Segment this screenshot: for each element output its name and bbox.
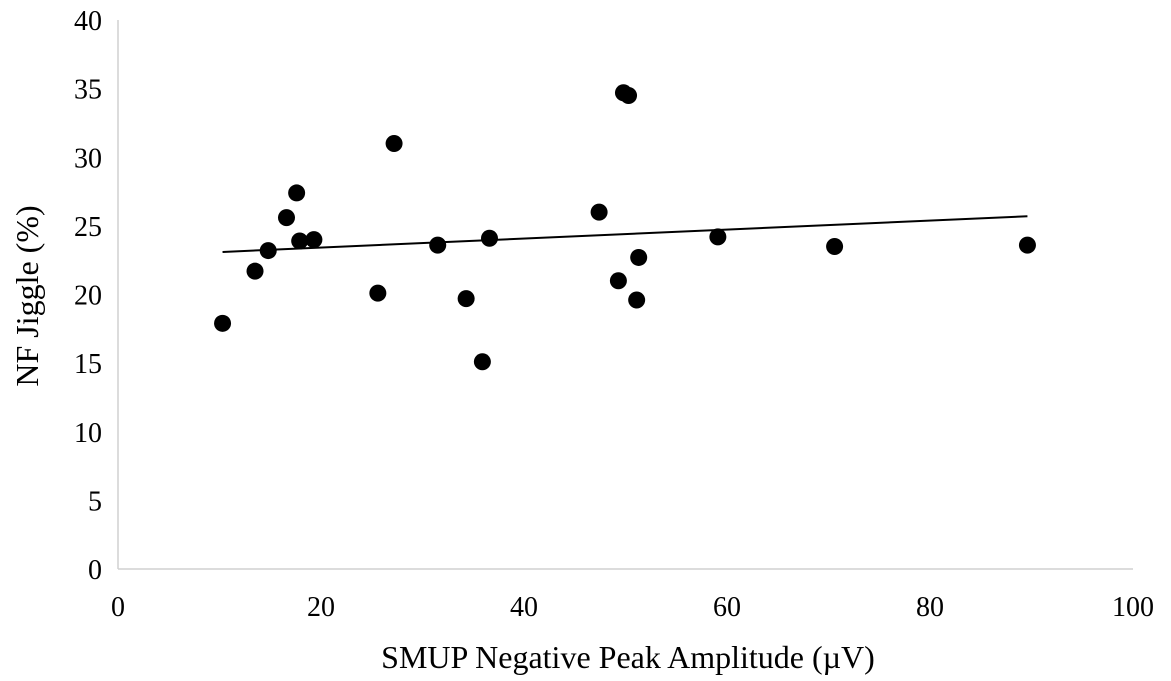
data-point (259, 242, 277, 260)
data-point (214, 314, 232, 332)
x-tick-label: 20 (307, 592, 335, 623)
x-tick-label: 100 (1112, 592, 1154, 623)
data-point (385, 135, 403, 153)
data-point (620, 86, 638, 104)
y-tick-label: 0 (88, 555, 102, 586)
data-point (457, 290, 475, 308)
data-point (246, 262, 264, 280)
y-axis: 0 5 10 15 20 25 30 35 40 (74, 6, 119, 586)
points-layer (214, 84, 1036, 371)
y-tick-label: 10 (74, 418, 102, 449)
data-point (288, 184, 306, 202)
data-point (305, 231, 323, 249)
data-point (473, 353, 491, 371)
data-point (369, 284, 387, 302)
y-tick-label: 35 (74, 75, 102, 106)
x-tick-label: 80 (916, 592, 944, 623)
y-tick-label: 40 (74, 6, 102, 37)
y-tick-label: 30 (74, 143, 102, 174)
x-tick-label: 60 (713, 592, 741, 623)
y-axis-title: NF Jiggle (%) (9, 205, 45, 386)
data-point (609, 272, 627, 290)
data-point (480, 229, 498, 247)
data-point (628, 291, 646, 309)
x-axis: 0 20 40 60 80 100 (111, 568, 1154, 623)
trendline (222, 215, 1028, 253)
x-tick-label: 0 (111, 592, 125, 623)
y-tick-label: 15 (74, 349, 102, 380)
x-axis-title: SMUP Negative Peak Amplitude (µV) (381, 639, 875, 675)
y-tick-label: 5 (88, 486, 102, 517)
x-tick-label: 40 (510, 592, 538, 623)
data-point (429, 236, 447, 254)
y-tick-label: 20 (74, 281, 102, 312)
data-point (291, 232, 309, 250)
data-point (277, 209, 295, 227)
trendline-layer (222, 215, 1028, 253)
data-point (1018, 236, 1036, 254)
y-tick-label: 25 (74, 212, 102, 243)
data-point (630, 248, 648, 266)
data-point (590, 203, 608, 221)
data-point (826, 237, 844, 255)
data-point (709, 228, 727, 246)
